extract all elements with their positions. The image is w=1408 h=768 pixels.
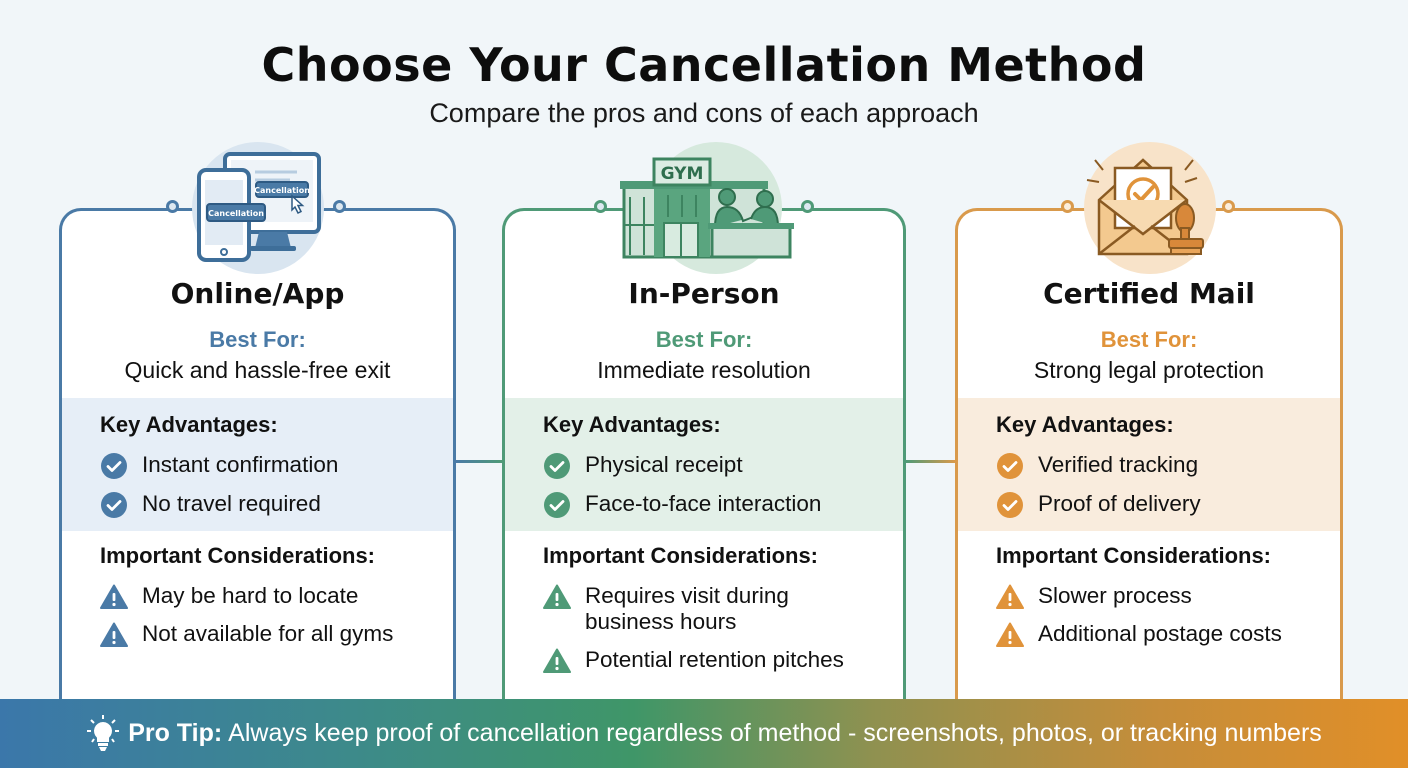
consideration-item: Not available for all gyms xyxy=(100,621,393,649)
advantages-section: Key Advantages: Physical receipt Face-to… xyxy=(505,398,903,531)
consideration-item: Potential retention pitches xyxy=(543,647,844,675)
connector-node xyxy=(594,200,607,213)
method-card-in-person: In-Person Best For: Immediate resolution… xyxy=(502,208,906,708)
svg-text:Cancellation: Cancellation xyxy=(254,186,310,195)
connector-node xyxy=(166,200,179,213)
method-card-certified-mail: Certified Mail Best For: Strong legal pr… xyxy=(955,208,1343,708)
considerations-heading: Important Considerations: xyxy=(100,543,376,568)
check-circle-icon xyxy=(997,492,1023,518)
warning-icon xyxy=(543,584,571,609)
advantages-heading: Key Advantages: xyxy=(996,412,1174,437)
page-title: Choose Your Cancellation Method xyxy=(261,38,1147,92)
pro-tip-banner: Pro Tip: Always keep proof of cancellati… xyxy=(0,699,1408,768)
warning-icon xyxy=(100,622,128,647)
card-title: Certified Mail xyxy=(1043,277,1255,310)
advantages-heading: Key Advantages: xyxy=(543,412,721,437)
advantage-item: Verified tracking xyxy=(996,452,1198,480)
best-for-value: Quick and hassle-free exit xyxy=(124,357,391,383)
advantage-item: Face-to-face interaction xyxy=(543,491,821,519)
check-circle-icon xyxy=(101,492,127,518)
pro-tip-text: Always keep proof of cancellation regard… xyxy=(228,719,1322,747)
check-circle-icon xyxy=(544,453,570,479)
connector-node xyxy=(801,200,814,213)
connector-node xyxy=(333,200,346,213)
advantage-item: Physical receipt xyxy=(543,452,743,480)
check-circle-icon xyxy=(101,453,127,479)
check-circle-icon xyxy=(997,453,1023,479)
warning-icon xyxy=(100,584,128,609)
devices-icon: Cancellation Cancellation xyxy=(197,152,321,262)
connector-online-inperson xyxy=(456,460,502,463)
connector-node xyxy=(1061,200,1074,213)
advantage-item: No travel required xyxy=(100,491,321,519)
svg-text:GYM: GYM xyxy=(661,164,704,184)
consideration-item: May be hard to locate xyxy=(100,583,358,611)
consideration-item: Slower process xyxy=(996,583,1192,611)
warning-icon xyxy=(996,622,1024,647)
best-for-value: Strong legal protection xyxy=(1033,357,1265,383)
check-circle-icon xyxy=(544,492,570,518)
best-for-label: Best For: xyxy=(655,327,753,352)
best-for-value: Immediate resolution xyxy=(597,357,811,383)
best-for-label: Best For: xyxy=(209,327,306,352)
method-card-online: Online/App Best For: Quick and hassle-fr… xyxy=(59,208,456,708)
warning-icon xyxy=(996,584,1024,609)
card-title: Online/App xyxy=(170,277,345,310)
advantages-heading: Key Advantages: xyxy=(100,412,278,437)
considerations-heading: Important Considerations: xyxy=(543,543,819,568)
gym-building-icon: GYM xyxy=(620,157,794,259)
page-subtitle: Compare the pros and cons of each approa… xyxy=(429,98,979,128)
certified-mail-icon xyxy=(1086,158,1204,256)
card-title: In-Person xyxy=(628,277,780,310)
advantages-section: Key Advantages: Verified tracking Proof … xyxy=(958,398,1340,531)
considerations-heading: Important Considerations: xyxy=(996,543,1272,568)
advantage-item: Instant confirmation xyxy=(100,452,338,480)
pro-tip-label: Pro Tip: xyxy=(128,719,223,747)
advantages-section: Key Advantages: Instant confirmation No … xyxy=(62,398,453,531)
lightbulb-icon xyxy=(87,714,120,751)
svg-text:Cancellation: Cancellation xyxy=(208,209,264,218)
consideration-item: Requires visit during business hours xyxy=(543,583,823,635)
connector-node xyxy=(1222,200,1235,213)
connector-inperson-mail xyxy=(906,460,955,463)
warning-icon xyxy=(543,648,571,673)
best-for-label: Best For: xyxy=(1100,327,1198,352)
consideration-item: Additional postage costs xyxy=(996,621,1282,649)
advantage-item: Proof of delivery xyxy=(996,491,1201,519)
